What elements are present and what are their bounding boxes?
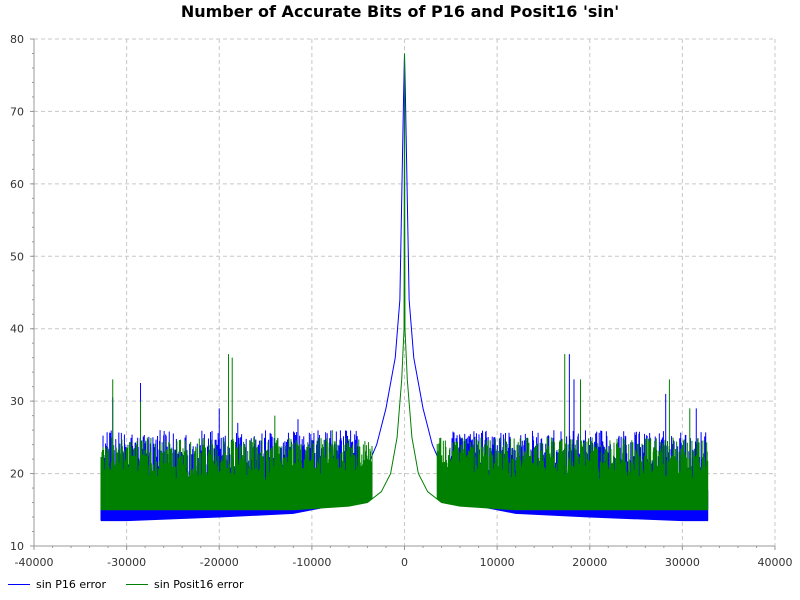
x-tick-label: 10000 xyxy=(480,556,515,569)
x-tick-label: 0 xyxy=(401,556,408,569)
series-line xyxy=(100,53,709,511)
legend-label-p16: sin P16 error xyxy=(36,577,107,591)
series-posit16 xyxy=(100,53,709,511)
legend-item-p16: sin P16 error xyxy=(8,578,106,591)
x-tick-label: 30000 xyxy=(665,556,700,569)
y-tick-label: 60 xyxy=(10,178,24,191)
y-tick-label: 20 xyxy=(10,468,24,481)
chart-title: Number of Accurate Bits of P16 and Posit… xyxy=(180,2,620,21)
series xyxy=(100,53,709,522)
y-tick-label: 40 xyxy=(10,323,24,336)
legend-swatch-posit16 xyxy=(126,583,149,585)
legend-item-posit16: sin Posit16 error xyxy=(126,578,243,591)
x-tick-label: -20000 xyxy=(200,556,239,569)
legend-label-posit16: sin Posit16 error xyxy=(154,577,244,591)
x-tick-label: -10000 xyxy=(292,556,331,569)
series-noise xyxy=(100,437,709,510)
y-tick-label: 80 xyxy=(10,33,24,46)
x-tick-label: -40000 xyxy=(15,556,54,569)
legend-swatch-p16 xyxy=(8,583,30,585)
y-tick-label: 50 xyxy=(10,250,24,263)
x-tick-label: 40000 xyxy=(758,556,793,569)
x-tick-label: -30000 xyxy=(107,556,146,569)
y-tick-label: 10 xyxy=(10,540,24,553)
y-tick-label: 70 xyxy=(10,105,24,118)
y-tick-label: 30 xyxy=(10,395,24,408)
legend: sin P16 error sin Posit16 error xyxy=(8,576,263,592)
axes: 10 20 30 40 50 60 70 80 -40000 -30000 -20000 -10000… xyxy=(10,33,793,569)
x-tick-label: 20000 xyxy=(572,556,607,569)
